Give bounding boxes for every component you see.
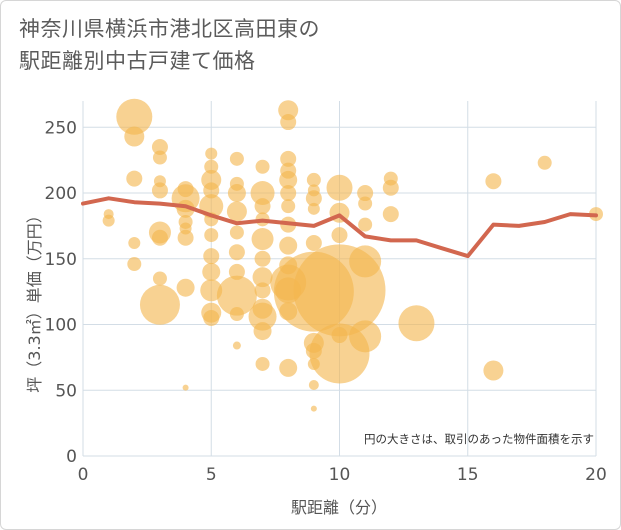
x-tick-label: 15	[457, 465, 479, 485]
bubble-point	[279, 236, 298, 255]
y-tick-label: 200	[45, 184, 77, 204]
bubble-point	[358, 217, 373, 232]
bubble-point	[250, 181, 275, 206]
bubble-point	[248, 302, 277, 331]
bubble-point	[176, 278, 195, 297]
bubble-point	[254, 282, 271, 299]
bubble-point	[254, 250, 271, 267]
bubble-point	[306, 172, 321, 187]
x-tick-label: 20	[585, 465, 607, 485]
bubble-point	[307, 202, 320, 215]
chart-title: 神奈川県横浜市港北区高田東の 駅距離別中古戸建て価格	[19, 13, 320, 77]
bubble-point	[151, 139, 168, 156]
x-axis-title: 駅距離（分）	[291, 498, 387, 517]
chart-title-line1: 神奈川県横浜市港北区高田東の	[19, 17, 320, 41]
bubble-point	[252, 267, 273, 288]
y-tick-label: 100	[45, 316, 77, 336]
bubble-point	[280, 150, 297, 167]
bubble-point	[280, 114, 297, 131]
bubble-point	[202, 262, 221, 281]
y-tick-label: 250	[45, 118, 77, 138]
bubble-point	[203, 248, 220, 265]
bubble-point	[358, 196, 373, 211]
bubble-point	[200, 279, 223, 302]
y-tick-label: 0	[66, 447, 77, 467]
bubble-point	[254, 198, 271, 215]
bubble-point	[305, 235, 322, 251]
bubble-point	[205, 147, 218, 160]
bubble-point	[139, 284, 180, 325]
bubble-point	[326, 174, 353, 201]
bubble-point	[203, 182, 220, 199]
bubble-point	[255, 356, 270, 371]
x-tick-label: 10	[329, 465, 351, 485]
chart-title-line2: 駅距離別中古戸建て価格	[19, 49, 256, 73]
bubble-point	[182, 384, 189, 391]
bubble-point	[357, 185, 374, 202]
bubble-point	[349, 245, 382, 278]
bubble-point	[126, 170, 143, 187]
bubble-point	[216, 275, 257, 316]
bubble-point	[310, 405, 317, 412]
bubble-point	[102, 214, 115, 227]
bubble-point	[279, 170, 298, 189]
bubble-point	[226, 201, 247, 222]
bubble-point	[204, 228, 219, 243]
bubble-point	[128, 237, 141, 249]
bubble-point	[152, 150, 167, 165]
size-annotation: 円の大きさは、取引のあった物件面積を示す	[364, 432, 594, 446]
bubble-point	[485, 173, 502, 190]
bubble-point	[253, 322, 272, 341]
bubble-point	[251, 228, 274, 251]
bubble-point	[398, 305, 435, 342]
bubble-point	[227, 184, 246, 203]
bubble-point	[228, 263, 245, 280]
bubble-point	[177, 229, 194, 246]
bubble-point	[203, 309, 220, 326]
bubble-layer	[102, 98, 603, 412]
bubble-point	[127, 257, 142, 272]
y-axis-title: 坪（3.3㎡）単価（万円）	[25, 207, 44, 392]
average-price-line	[81, 196, 598, 259]
x-tick-label: 5	[206, 465, 217, 485]
bubble-point	[279, 358, 298, 377]
bubble-point	[483, 360, 504, 381]
bubble-point	[229, 151, 244, 166]
bubble-point	[204, 159, 219, 174]
bubble-point	[280, 185, 297, 202]
bubble-point	[229, 225, 244, 240]
bubble-point	[305, 190, 322, 207]
bubble-point	[151, 182, 168, 199]
bubble-point	[228, 244, 245, 261]
bubble-point	[308, 380, 319, 390]
bubble-point	[232, 341, 241, 350]
bubble-point	[281, 199, 296, 214]
bubble-point	[255, 159, 270, 174]
bubble-point	[229, 307, 244, 321]
bubble-point	[116, 98, 153, 135]
bubble-point	[151, 229, 168, 246]
bubble-point	[349, 320, 382, 353]
bubble-point	[278, 100, 299, 121]
bubble-point	[152, 271, 167, 286]
bubble-point	[382, 206, 399, 223]
average-line-layer	[81, 196, 598, 259]
bubble-point	[382, 179, 399, 196]
x-tick-label: 0	[78, 465, 89, 485]
bubble-point	[537, 155, 552, 170]
y-tick-label: 50	[55, 381, 77, 401]
bubble-point	[124, 126, 145, 147]
y-tick-label: 150	[45, 250, 77, 270]
bubble-point	[331, 227, 348, 244]
